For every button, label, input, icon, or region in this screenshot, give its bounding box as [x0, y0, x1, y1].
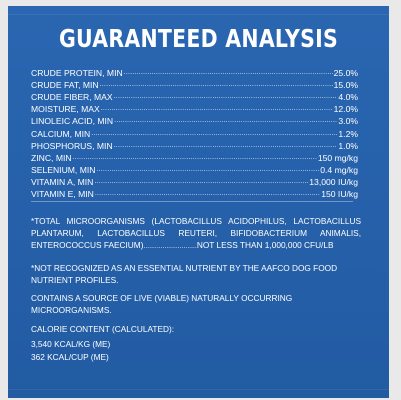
- nutrient-label: CALCIUM, MIN: [31, 128, 91, 139]
- calorie-heading: CALORIE CONTENT (CALCULATED):: [31, 324, 175, 334]
- dot-leader: ........................................…: [113, 93, 338, 101]
- nutrient-row: CRUDE PROTEIN, MIN......................…: [31, 66, 358, 78]
- dot-leader: ........................................…: [94, 177, 309, 185]
- nutrient-value: 150 mg/kg: [317, 152, 358, 163]
- nutrient-row: PHOSPHORUS, MIN.........................…: [31, 139, 358, 151]
- nutrient-label: CRUDE PROTEIN, MIN: [31, 68, 123, 79]
- nutrient-label: MOISTURE, MAX: [31, 104, 100, 115]
- nutrient-row: CRUDE FAT, MIN..........................…: [31, 78, 358, 90]
- nutrient-value: 0.4 mg/kg: [320, 164, 358, 175]
- nutrient-value: 3.0%: [338, 116, 358, 127]
- nutrient-row: VITAMIN E, MIN..........................…: [31, 187, 358, 199]
- panel-title: GUARANTEED ANALYSIS: [58, 24, 339, 53]
- nutrient-table: CRUDE PROTEIN, MIN......................…: [31, 66, 358, 199]
- nutrient-label: CRUDE FAT, MIN: [31, 80, 99, 91]
- dot-leader: ........................................…: [72, 153, 317, 161]
- nutrient-row: MOISTURE, MAX...........................…: [31, 102, 358, 114]
- dot-leader: ........................................…: [94, 190, 321, 198]
- dot-leader: ........................................…: [113, 141, 338, 149]
- microorganisms-value: NOT LESS THAN 1,000,000 CFU/LB: [196, 240, 334, 250]
- aafco-note: *NOT RECOGNIZED AS AN ESSENTIAL NUTRIENT…: [31, 263, 338, 285]
- microorganisms-note: *TOTAL MICROORGANISMS (LACTOBACILLUS ACI…: [31, 215, 361, 253]
- nutrient-row: ZINC, MIN...............................…: [31, 151, 358, 163]
- live-microorganisms-note: CONTAINS A SOURCE OF LIVE (VIABLE) NATUR…: [31, 293, 293, 315]
- nutrient-label: LINOLEIC ACID, MIN: [31, 116, 114, 127]
- nutrient-label: SELENIUM, MIN: [31, 164, 96, 175]
- nutrient-row: CALCIUM, MIN............................…: [31, 126, 358, 139]
- nutrient-label: VITAMIN E, MIN: [31, 189, 94, 200]
- nutrient-row: SELENIUM, MIN...........................…: [31, 163, 358, 175]
- nutrient-value: 4.0%: [338, 92, 358, 103]
- nutrient-row: VITAMIN A, MIN..........................…: [31, 175, 358, 187]
- nutrient-label: VITAMIN A, MIN: [31, 176, 94, 187]
- nutrient-value: 15.0%: [333, 80, 358, 91]
- dot-leader: ........................................…: [100, 105, 333, 113]
- nutrient-value: 150 IU/kg: [321, 189, 358, 200]
- dot-leader: ........................................…: [91, 129, 338, 137]
- guaranteed-analysis-panel: GUARANTEED ANALYSIS CRUDE PROTEIN, MIN..…: [8, 6, 389, 398]
- microorganisms-leader: ............................: [143, 243, 197, 250]
- nutrient-label: PHOSPHORUS, MIN: [31, 140, 113, 151]
- calorie-per-kg: 3,540 KCAL/KG (ME): [31, 339, 111, 349]
- nutrient-value: 25.0%: [333, 68, 358, 79]
- nutrient-value: 13,000 IU/kg: [309, 176, 358, 187]
- nutrient-row: CRUDE FIBER, MAX........................…: [31, 90, 358, 102]
- dot-leader: ........................................…: [99, 81, 333, 89]
- nutrient-label: ZINC, MIN: [31, 152, 72, 163]
- dot-leader: ........................................…: [114, 117, 338, 125]
- nutrient-label: CRUDE FIBER, MAX: [31, 92, 113, 103]
- nutrient-value: 1.0%: [338, 140, 358, 151]
- dot-leader: ........................................…: [96, 165, 319, 173]
- nutrient-row: LINOLEIC ACID, MIN......................…: [31, 114, 358, 126]
- divider: [31, 201, 353, 202]
- calorie-per-cup: 362 KCAL/CUP (ME): [31, 352, 109, 362]
- microorganisms-text: *TOTAL MICROORGANISMS (LACTOBACILLUS ACI…: [31, 216, 361, 250]
- nutrient-value: 12.0%: [333, 104, 358, 115]
- dot-leader: ........................................…: [123, 69, 333, 77]
- nutrient-value: 1.2%: [338, 128, 358, 139]
